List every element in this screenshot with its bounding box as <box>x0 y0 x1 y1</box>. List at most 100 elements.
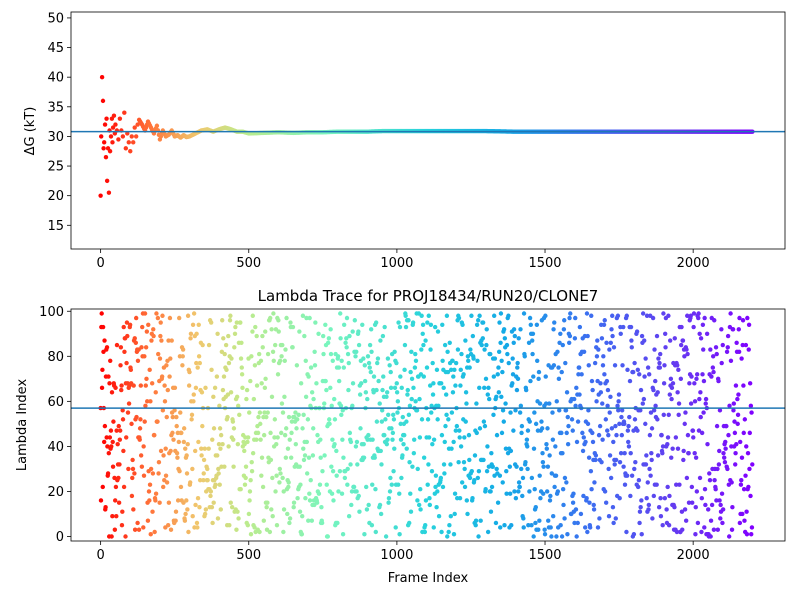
lambda-point <box>265 351 271 357</box>
lambda-point <box>325 340 331 345</box>
lambda-point <box>749 532 754 537</box>
lambda-point <box>612 462 617 467</box>
lambda-point <box>558 523 563 528</box>
lambda-point <box>308 365 314 370</box>
lambda-point <box>194 520 200 526</box>
lambda-point <box>717 448 722 454</box>
lambda-point <box>570 500 576 505</box>
lambda-point <box>525 444 530 449</box>
lambda-point <box>743 342 749 348</box>
lambda-point <box>186 529 191 535</box>
lambda-point <box>443 392 449 397</box>
lambda-point <box>304 471 310 476</box>
lambda-point <box>515 376 521 382</box>
lambda-point <box>132 471 137 476</box>
lambda-point <box>570 428 575 433</box>
lambda-point <box>421 455 427 460</box>
lambda-point <box>425 482 430 487</box>
lambda-point <box>597 423 603 429</box>
lambda-point <box>429 468 435 474</box>
lambda-point <box>505 351 510 357</box>
lambda-point <box>250 329 255 334</box>
lambda-point <box>600 363 606 368</box>
lambda-point <box>566 423 571 429</box>
lambda-point <box>160 313 165 318</box>
lambda-point <box>185 507 190 512</box>
lambda-point <box>641 396 647 402</box>
lambda-point <box>275 372 281 377</box>
lambda-point <box>625 367 630 373</box>
lambda-point <box>206 342 212 348</box>
lambda-point <box>539 419 544 424</box>
top-plot: 0 500 1000 1500 2000 15 20 25 30 35 40 45 50 ΔG (kT… <box>23 11 786 271</box>
lambda-point <box>194 331 199 336</box>
lambda-point <box>735 396 740 402</box>
top-y-tick-label: 45 <box>47 41 64 56</box>
lambda-point <box>639 333 645 339</box>
lambda-point <box>274 523 280 528</box>
lambda-point <box>737 315 742 321</box>
lambda-point <box>402 432 407 438</box>
lambda-point <box>558 331 563 336</box>
lambda-point <box>530 338 535 343</box>
lambda-point <box>400 414 406 420</box>
top-plot-border <box>70 11 786 250</box>
lambda-point <box>242 482 248 487</box>
lambda-point <box>559 430 564 436</box>
lambda-point <box>334 473 339 478</box>
lambda-point <box>216 471 221 476</box>
lambda-point <box>160 484 166 490</box>
lambda-point <box>640 401 645 406</box>
lambda-point <box>275 435 280 440</box>
lambda-point <box>379 419 385 424</box>
lambda-point <box>258 437 263 442</box>
delta-g-point <box>117 116 123 121</box>
lambda-point <box>185 441 190 447</box>
lambda-point <box>491 313 497 318</box>
lambda-point <box>551 363 557 368</box>
lambda-point <box>279 430 284 436</box>
lambda-point <box>137 426 143 431</box>
lambda-point <box>421 342 426 348</box>
lambda-point <box>551 327 556 332</box>
lambda-point <box>297 509 303 514</box>
lambda-point <box>533 505 538 510</box>
lambda-point <box>739 455 745 460</box>
lambda-point <box>543 313 548 318</box>
lambda-point <box>597 516 602 521</box>
lambda-point <box>445 534 450 539</box>
lambda-point <box>284 315 289 321</box>
lambda-point <box>129 421 134 427</box>
lambda-point <box>655 417 660 422</box>
lambda-point <box>488 351 493 357</box>
lambda-point <box>646 502 652 508</box>
lambda-point <box>173 518 178 523</box>
lambda-point <box>465 354 471 359</box>
lambda-point <box>736 327 741 332</box>
lambda-point <box>256 414 261 420</box>
lambda-point <box>395 410 400 415</box>
lambda-point <box>306 455 312 460</box>
lambda-point <box>199 453 204 458</box>
lambda-point <box>583 439 588 445</box>
lambda-point <box>656 356 661 361</box>
lambda-point <box>717 498 722 503</box>
lambda-point <box>295 496 300 501</box>
lambda-point <box>544 489 550 494</box>
lambda-point <box>221 374 227 379</box>
lambda-point <box>509 523 514 528</box>
lambda-point <box>477 426 483 431</box>
lambda-point <box>327 421 332 427</box>
lambda-point <box>271 358 276 364</box>
lambda-point <box>226 360 232 366</box>
lambda-point <box>443 423 448 429</box>
lambda-point <box>593 453 599 458</box>
lambda-point <box>574 385 579 391</box>
lambda-point <box>340 437 345 442</box>
lambda-point <box>339 412 344 418</box>
lambda-point <box>622 450 627 456</box>
lambda-point <box>197 505 202 510</box>
lambda-point <box>135 520 140 526</box>
lambda-point <box>622 482 628 487</box>
lambda-point <box>239 365 244 370</box>
